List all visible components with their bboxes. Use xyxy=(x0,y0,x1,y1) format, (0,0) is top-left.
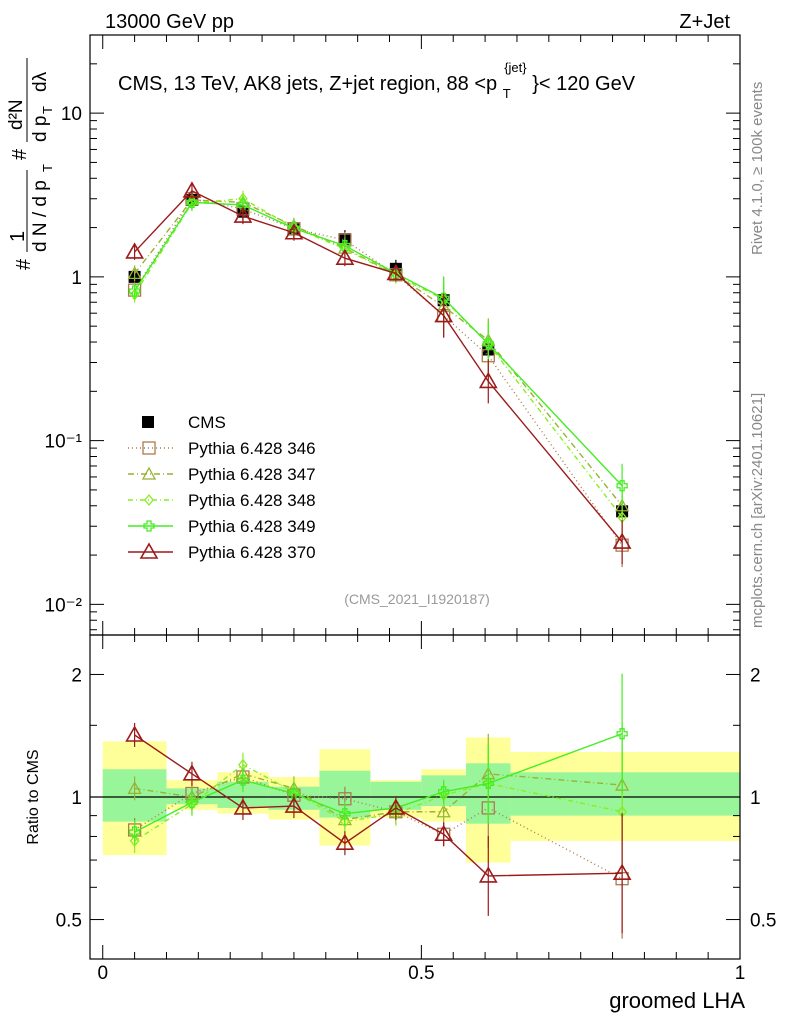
ratio-point-pythia-6-428-370 xyxy=(125,725,144,742)
ratio-panel: 0.5 0.5 1 1 2 2 0 0.5 1 Ratio to CMS groomed LHA xyxy=(25,634,776,1013)
ratio-point-pythia-6-428-370 xyxy=(478,866,498,883)
ratio-point-pythia-6-428-349 xyxy=(438,786,450,798)
series-point-pythia-6-428-349 xyxy=(438,292,450,304)
legend-label-pythia-6-428-349: Pythia 6.428 349 xyxy=(188,517,316,536)
series-point-pythia-6-428-349 xyxy=(237,199,249,211)
legend-marker-pythia-6-428-346 xyxy=(142,441,156,455)
series-line-pythia-6-428-370 xyxy=(134,190,623,543)
main-y-tick-label: 10⁻² xyxy=(45,595,83,616)
ratio-point-pythia-6-428-349 xyxy=(482,777,494,790)
series-point-pythia-6-428-370 xyxy=(478,371,498,389)
ratio-y-label: Ratio to CMS xyxy=(25,749,42,844)
chart-title-sub: T xyxy=(503,86,511,101)
y-label-denom: d N / d p xyxy=(30,180,51,252)
series-line-pythia-6-428-347 xyxy=(134,199,623,507)
chart-title-sup: {jet} xyxy=(504,60,527,75)
mcplots-label: mcplots.cern.ch [arXiv:2401.10621] xyxy=(749,393,766,628)
main-y-tick-label: 10⁻¹ xyxy=(45,432,83,453)
legend-label-pythia-6-428-347: Pythia 6.428 347 xyxy=(188,465,316,484)
chart-title: CMS, 13 TeV, AK8 jets, Z+jet region, 88 … xyxy=(118,55,636,103)
main-panel: 10⁻² 10⁻¹ 1 10 CMS, 13 TeV, AK8 jets, Z+jet… xyxy=(6,34,741,636)
series-point-pythia-6-428-347 xyxy=(127,266,142,280)
ratio-y-tick-label-left: 0.5 xyxy=(56,911,82,932)
x-tick-label: 0 xyxy=(97,963,108,984)
main-ticks: 10⁻² 10⁻¹ 1 10 xyxy=(45,34,741,635)
ratio-point-pythia-6-428-348 xyxy=(340,815,350,828)
x-tick-label: 0.5 xyxy=(408,963,434,984)
series-point-pythia-6-428-349 xyxy=(339,240,351,252)
legend-label-pythia-6-428-346: Pythia 6.428 346 xyxy=(188,439,316,458)
series-point-pythia-6-428-370 xyxy=(284,223,304,240)
y-label-dlambda: dλ xyxy=(30,71,51,92)
y-label-denom-sub: T xyxy=(40,164,55,172)
chart-title-suffix: }< 120 GeV xyxy=(532,73,636,95)
ratio-y-tick-label-left: 2 xyxy=(71,665,82,686)
ratio-point-pythia-6-428-370 xyxy=(335,833,355,851)
legend-marker-pythia-6-428-370 xyxy=(139,542,159,559)
series-point-pythia-6-428-370 xyxy=(434,305,454,323)
series-point-pythia-6-428-370 xyxy=(182,181,202,198)
y-label-hash2: # xyxy=(9,148,31,160)
ratio-point-pythia-6-428-370 xyxy=(182,764,202,781)
ratio-point-pythia-6-428-370 xyxy=(612,863,632,880)
ratio-y-tick-label-right: 1 xyxy=(750,788,761,809)
main-y-tick-label: 1 xyxy=(71,268,82,289)
legend-label-cms: CMS xyxy=(188,413,226,432)
legend: CMS Pythia 6.428 346 Pythia 6.428 347 Pythi… xyxy=(128,413,316,562)
chart-title-prefix: CMS, 13 TeV, AK8 jets, Z+jet region, 88 … xyxy=(118,73,497,95)
series-point-pythia-6-428-370 xyxy=(233,206,253,223)
y-axis-label: # 1 d N / d p T # d²N d p T dλ xyxy=(6,58,55,270)
ratio-y-tick-label-left: 1 xyxy=(71,788,82,809)
ratio-point-pythia-6-428-349 xyxy=(616,728,628,740)
y-label-num: d²N xyxy=(6,99,27,130)
ratio-ticks: 0.5 0.5 1 1 2 2 0 0.5 1 xyxy=(56,635,776,984)
series-point-pythia-6-428-370 xyxy=(386,263,406,281)
y-label-dpt: d p xyxy=(30,116,51,142)
y-label-one: 1 xyxy=(7,231,29,242)
rivet-label: Rivet 4.1.0, ≥ 100k events xyxy=(749,82,766,255)
y-label-hash1: # xyxy=(13,258,35,270)
series-point-pythia-6-428-349 xyxy=(186,196,198,209)
series-point-pythia-6-428-370 xyxy=(335,248,355,266)
ratio-point-pythia-6-428-349 xyxy=(186,796,198,809)
ratio-point-pythia-6-428-349 xyxy=(237,774,249,786)
ratio-point-pythia-6-428-347 xyxy=(127,781,142,795)
header-left: 13000 GeV pp xyxy=(105,11,234,33)
ratio-point-pythia-6-428-370 xyxy=(284,796,304,813)
analysis-watermark: (CMS_2021_I1920187) xyxy=(344,591,490,607)
legend-marker-cms xyxy=(142,416,154,428)
main-series xyxy=(125,181,632,568)
ratio-point-pythia-6-428-349 xyxy=(128,826,141,838)
ratio-point-pythia-6-428-349 xyxy=(339,808,351,820)
legend-marker-pythia-6-428-349 xyxy=(143,520,155,532)
ratio-point-pythia-6-428-370 xyxy=(233,798,253,815)
legend-marker-pythia-6-428-348 xyxy=(144,493,154,507)
ratio-point-pythia-6-428-349 xyxy=(390,802,402,814)
main-y-tick-label: 10 xyxy=(61,104,82,125)
series-point-pythia-6-428-349 xyxy=(128,285,141,297)
ratio-point-pythia-6-428-370 xyxy=(386,798,406,815)
series-point-pythia-6-428-349 xyxy=(616,480,628,492)
ratio-point-pythia-6-428-370 xyxy=(434,824,454,842)
ratio-point-pythia-6-428-347 xyxy=(436,804,451,818)
x-tick-label: 1 xyxy=(735,963,746,984)
series-point-pythia-6-428-370 xyxy=(612,532,632,549)
legend-label-pythia-6-428-370: Pythia 6.428 370 xyxy=(188,543,316,562)
x-axis-label: groomed LHA xyxy=(609,988,745,1013)
legend-marker-pythia-6-428-347 xyxy=(141,466,157,480)
ratio-series xyxy=(125,673,632,939)
ratio-point-pythia-6-428-348 xyxy=(129,834,140,847)
header-right: Z+Jet xyxy=(679,11,730,33)
ratio-band-inner xyxy=(510,772,740,816)
ratio-point-pythia-6-428-349 xyxy=(288,787,300,800)
legend-label-pythia-6-428-348: Pythia 6.428 348 xyxy=(188,491,316,510)
y-label-dpt-sub: T xyxy=(40,106,55,114)
ratio-y-tick-label-right: 2 xyxy=(750,665,761,686)
ratio-y-tick-label-right: 0.5 xyxy=(750,911,776,932)
series-point-pythia-6-428-349 xyxy=(482,338,494,350)
series-point-pythia-6-428-370 xyxy=(125,242,144,259)
